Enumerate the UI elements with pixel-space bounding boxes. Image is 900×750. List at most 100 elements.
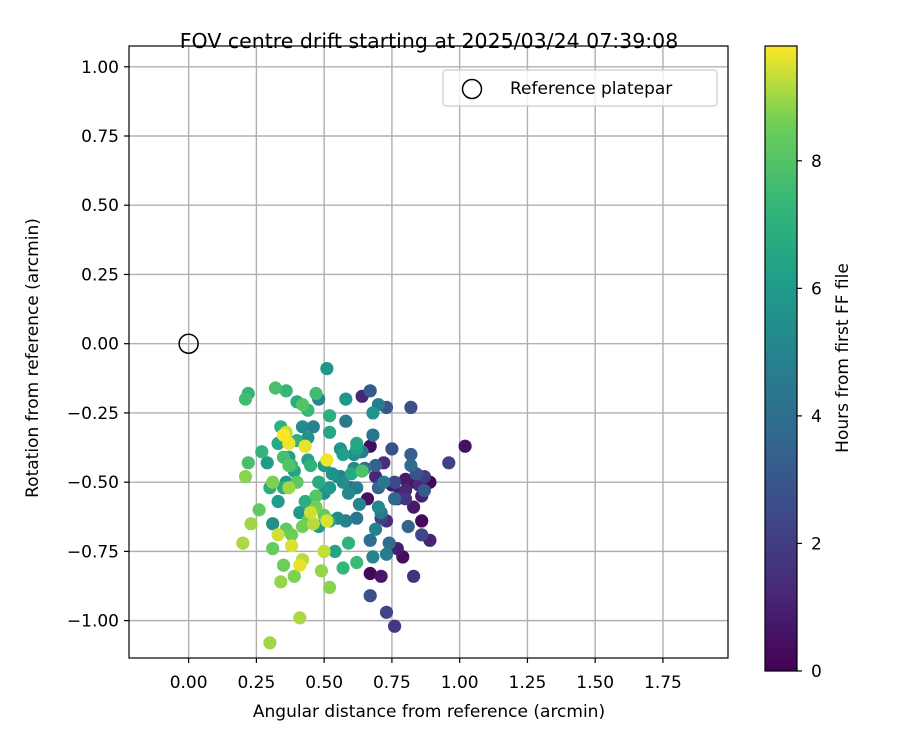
y-tick-label: 0.00 [81,335,119,355]
data-point [274,575,288,589]
data-point [323,481,337,495]
data-point [295,420,310,434]
data-point [388,475,402,489]
data-point [323,409,337,423]
data-point [304,458,318,473]
data-point [309,489,323,503]
data-point [341,536,356,550]
grid [129,46,728,658]
y-tick-label: −0.25 [67,404,119,424]
data-point [404,447,418,462]
data-point [398,472,413,486]
data-point [388,619,402,633]
data-point [369,522,383,536]
x-tick-label: 1.25 [509,673,547,693]
data-point [271,528,285,542]
data-point [366,550,380,564]
y-tick-label: −0.75 [67,542,119,562]
data-point [260,456,274,470]
data-points [236,362,472,650]
data-point [266,542,280,556]
x-tick-label: 1.75 [644,673,682,693]
data-point [415,528,429,542]
data-point [379,547,394,561]
x-tick-label: 0.00 [170,673,208,693]
data-point [371,500,385,514]
x-tick-label: 0.25 [237,673,275,693]
data-point [323,580,337,595]
data-point [336,475,350,489]
data-point [369,458,383,473]
data-point [298,494,312,509]
data-point [415,514,429,528]
data-point [287,569,301,583]
colorbar-gradient [764,45,798,672]
colorbar: 0 2 4 6 8 Hours from first FF file [764,45,853,682]
data-point [320,453,334,467]
data-point [279,384,293,398]
data-point [366,406,380,420]
data-point [241,456,255,470]
data-point [244,517,258,531]
data-point [304,505,318,520]
colorbar-tick-label: 6 [811,279,822,299]
legend: Reference platepar [442,69,718,107]
data-point [344,467,358,481]
data-point [404,400,418,414]
data-point [363,566,377,581]
data-point [263,636,277,650]
chart-title: FOV centre drift starting at 2025/03/24 … [180,29,679,53]
data-point [382,536,396,550]
data-point [285,539,299,553]
legend-reference-marker [461,78,483,100]
data-point [339,392,353,406]
x-tick-label: 0.75 [373,673,411,693]
x-tick-label: 1.00 [441,673,479,693]
colorbar-tick-label: 0 [811,662,822,682]
data-point [385,442,399,456]
data-point [255,445,269,459]
data-point [404,458,418,473]
data-point [312,475,326,489]
data-point [323,425,337,439]
data-point [350,555,364,570]
y-tick-label: −1.00 [67,612,119,632]
data-point [363,384,377,398]
colorbar-tick-label: 2 [811,534,822,554]
data-point [407,500,421,514]
colorbar-label: Hours from first FF file [833,263,853,453]
data-point [238,470,253,484]
data-point [317,544,331,559]
data-point [282,458,296,473]
data-point [350,511,364,525]
data-point [363,589,377,603]
data-point [276,428,291,442]
data-point [268,381,282,395]
data-point [252,503,266,517]
data-point [309,386,323,401]
data-point [276,558,291,572]
legend-box [442,69,718,107]
data-point [328,544,342,559]
x-tick-label: 1.50 [576,673,614,693]
data-point [293,558,307,572]
data-point [407,569,421,583]
data-point [285,528,299,542]
data-point [320,514,334,528]
data-point [401,519,415,534]
y-tick-label: 0.25 [81,265,119,285]
data-point [417,483,431,498]
data-point [374,569,388,583]
y-tick-label: 1.00 [81,58,119,78]
data-point [341,486,356,500]
data-point [320,362,334,376]
data-point [352,497,366,511]
x-axis-ticks: 0.00 0.25 0.50 0.75 1.00 1.25 1.50 1.75 [170,658,682,693]
reference-marker-layer [178,333,199,354]
data-point [238,392,253,406]
data-point [336,561,350,575]
legend-reference-label: Reference platepar [510,79,672,99]
data-point [325,467,339,481]
data-point [236,536,250,550]
